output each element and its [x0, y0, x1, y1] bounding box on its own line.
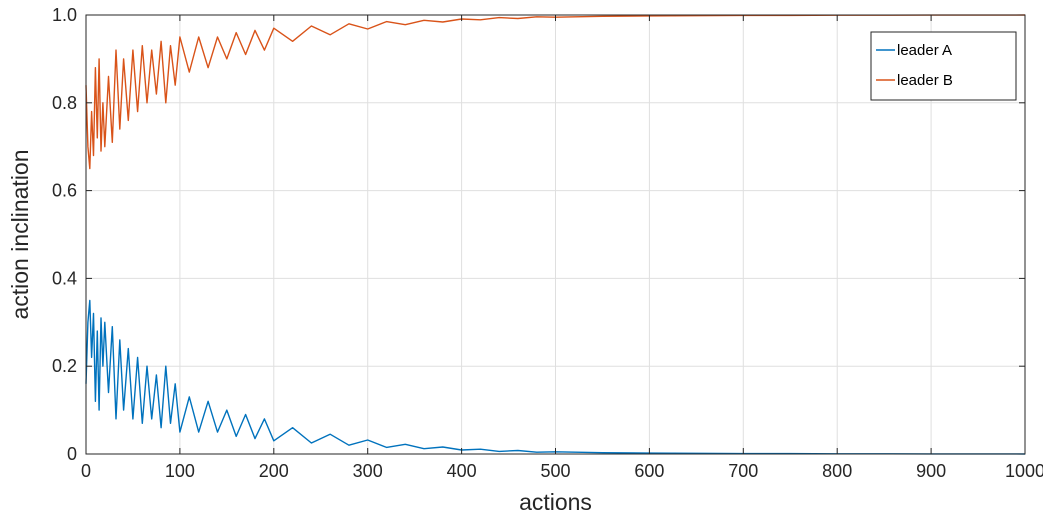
y-tick-label: 0: [67, 444, 77, 464]
x-tick-label: 200: [259, 461, 289, 481]
y-tick-label: 1.0: [52, 5, 77, 25]
x-tick-label: 100: [165, 461, 195, 481]
x-axis-label: actions: [519, 489, 592, 515]
y-axis-label: action inclination: [7, 149, 33, 319]
legend-box: [870, 31, 1017, 101]
series-line-1: [85, 14, 1026, 170]
series-lines: [85, 14, 1026, 455]
x-tick-label: 800: [822, 461, 852, 481]
y-tick-label: 0.6: [52, 181, 77, 201]
legend-label: leader B: [897, 72, 953, 89]
legend: leader A leader B: [870, 31, 1017, 101]
legend-label: leader A: [897, 42, 952, 59]
x-tick-label: 700: [728, 461, 758, 481]
y-tick-label: 0.2: [52, 356, 77, 376]
x-tick-label: 1000: [1005, 461, 1043, 481]
x-tick-label: 400: [447, 461, 477, 481]
axis-ticks: 0 100 200 300 400 500 600 700 800 900 1000 0 0.2 0.4 0…: [52, 5, 1043, 481]
y-tick-label: 0.8: [52, 93, 77, 113]
x-tick-label: 600: [634, 461, 664, 481]
x-tick-label: 900: [916, 461, 946, 481]
y-tick-label: 0.4: [52, 268, 77, 288]
x-tick-label: 0: [81, 461, 91, 481]
series-line-0: [85, 299, 1026, 455]
x-tick-label: 300: [353, 461, 383, 481]
x-tick-label: 500: [540, 461, 570, 481]
